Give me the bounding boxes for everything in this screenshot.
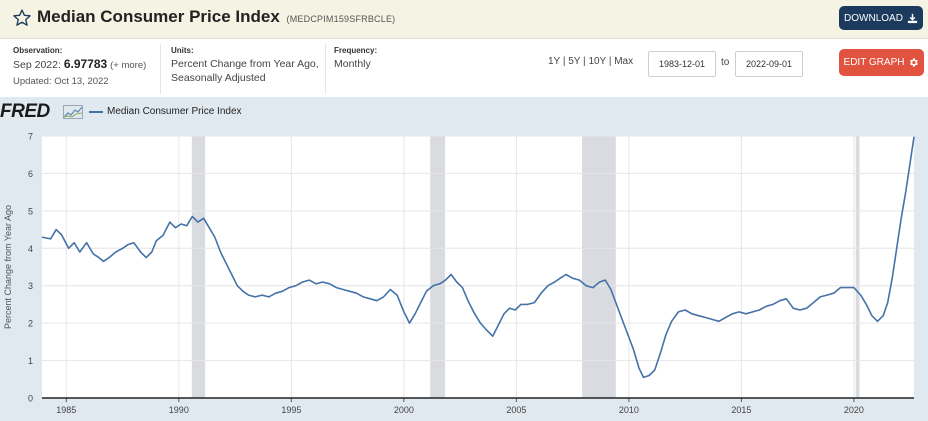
start-date-input[interactable]: 1983-12-01 xyxy=(648,51,716,77)
units-block: Units: Percent Change from Year Ago, Sea… xyxy=(171,40,319,96)
range-selector: 1Y | 5Y | 10Y | Max xyxy=(548,56,634,67)
title-bar: Median Consumer Price Index (MEDCPIM159S… xyxy=(0,0,928,39)
units-label: Units: xyxy=(171,46,194,55)
page-title: Median Consumer Price Index (MEDCPIM159S… xyxy=(37,7,395,27)
range-max[interactable]: Max xyxy=(614,56,634,67)
plot-background xyxy=(42,136,914,398)
edit-graph-label: EDIT GRAPH xyxy=(843,57,905,68)
to-label: to xyxy=(721,57,730,68)
y-tick-label: 4 xyxy=(28,244,33,254)
fred-logo: FRED xyxy=(0,101,50,122)
recession-shading xyxy=(855,136,860,398)
observation-label: Observation: xyxy=(13,46,63,55)
recession-shading xyxy=(430,136,446,398)
y-tick-label: 6 xyxy=(28,169,33,179)
observation-block: Observation: Sep 2022: 6.97783 (+ more) … xyxy=(13,40,146,96)
units-line-2: Seasonally Adjusted xyxy=(171,72,266,84)
frequency-value: Monthly xyxy=(334,58,371,70)
x-tick-label: 1990 xyxy=(169,405,189,415)
observation-value: 6.97783 xyxy=(63,57,108,71)
range-1y[interactable]: 1Y xyxy=(548,56,561,67)
y-tick-label: 1 xyxy=(28,356,33,366)
download-button-label: DOWNLOAD xyxy=(844,12,903,24)
frequency-block: Frequency: Monthly xyxy=(334,40,377,96)
y-tick-label: 7 xyxy=(28,132,33,142)
series-line xyxy=(41,136,915,379)
range-10y[interactable]: 10Y xyxy=(588,56,607,67)
chart-legend: Median Consumer Price Index xyxy=(89,106,242,117)
recession-shading xyxy=(191,136,206,398)
divider xyxy=(160,44,161,94)
more-link[interactable]: (+ more) xyxy=(110,60,147,71)
x-tick-label: 1985 xyxy=(56,405,76,415)
divider xyxy=(325,44,326,94)
edit-graph-button[interactable]: EDIT GRAPH xyxy=(839,49,924,76)
x-tick-label: 2010 xyxy=(619,405,639,415)
end-date-input[interactable]: 2022-09-01 xyxy=(735,51,803,77)
x-tick-label: 1995 xyxy=(281,405,301,415)
recession-shading xyxy=(582,136,616,398)
x-tick-label: 2015 xyxy=(731,405,751,415)
legend-swatch xyxy=(89,110,103,113)
frequency-label: Frequency: xyxy=(334,46,378,55)
x-tick-label: 2005 xyxy=(506,405,526,415)
x-tick-label: 2020 xyxy=(844,405,864,415)
updated-date: Updated: Oct 13, 2022 xyxy=(13,76,109,87)
units-line-1: Percent Change from Year Ago, xyxy=(171,58,319,70)
y-axis-label: Percent Change from Year Ago xyxy=(3,205,13,329)
range-5y[interactable]: 5Y xyxy=(568,56,581,67)
observation-period: Sep 2022: xyxy=(13,59,61,71)
y-tick-label: 2 xyxy=(28,319,33,329)
series-title: Median Consumer Price Index xyxy=(37,7,280,26)
y-tick-label: 0 xyxy=(28,394,33,404)
y-tick-label: 5 xyxy=(28,206,33,216)
download-icon xyxy=(907,13,918,23)
gear-icon xyxy=(910,58,919,67)
y-tick-label: 3 xyxy=(28,281,33,291)
x-tick-label: 2000 xyxy=(394,405,414,415)
star-outline-icon[interactable] xyxy=(12,8,32,28)
series-code: (MEDCPIM159SFRBCLE) xyxy=(286,14,396,24)
legend-label: Median Consumer Price Index xyxy=(107,106,242,117)
download-button[interactable]: DOWNLOAD xyxy=(839,6,923,30)
fred-graph-icon xyxy=(63,105,83,119)
line-chart: 0 1 2 3 4 5 6 7 1985 1990 1995 2000 2005 2010 2015 2020… xyxy=(3,132,915,415)
